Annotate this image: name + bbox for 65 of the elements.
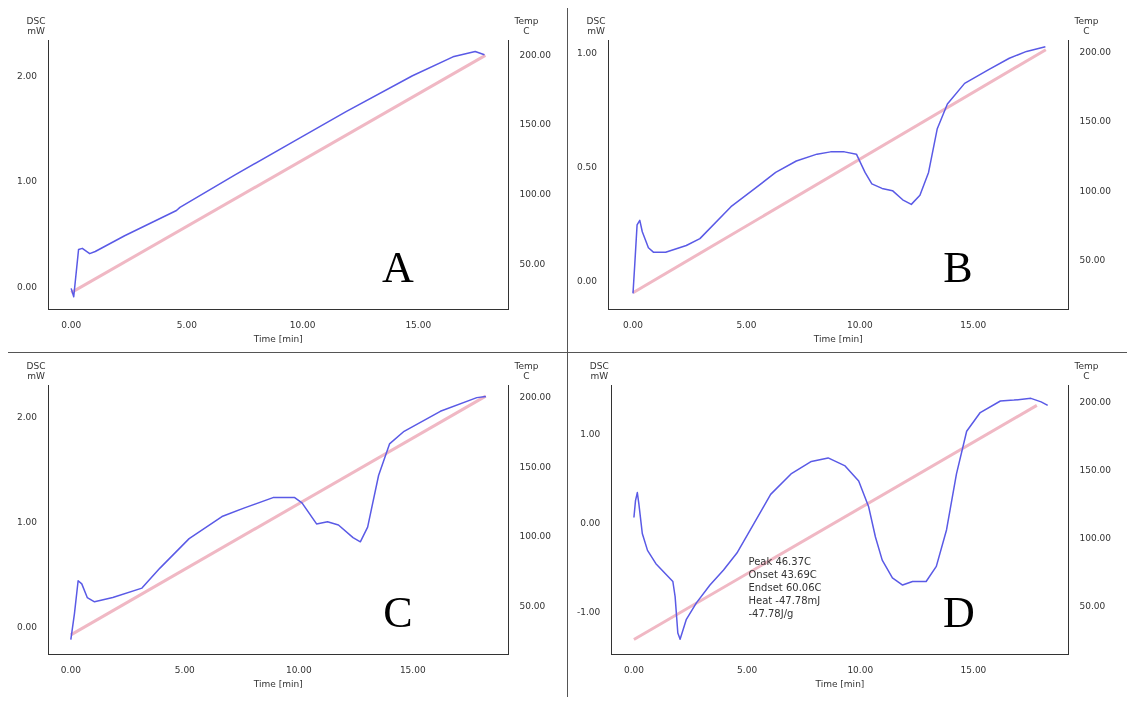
y2-tick-label: 150.00 <box>1079 116 1112 127</box>
y2-tick-label: 200.00 <box>1079 397 1112 408</box>
y-tick-label: 1.00 <box>16 176 38 187</box>
x-tick-label: 0.00 <box>622 320 644 331</box>
annotation: Onset 43.69C <box>748 569 817 581</box>
x-tick-label: 15.00 <box>960 665 987 676</box>
y-tick-label: 1.00 <box>576 48 598 59</box>
y-tick-label: 0.00 <box>576 276 598 287</box>
y2-tick-label: 150.00 <box>519 461 552 472</box>
x-tick-label: 5.00 <box>176 320 198 331</box>
text: D <box>942 588 975 638</box>
x-tick-label: 10.00 <box>285 665 312 676</box>
x-tick-label: 15.00 <box>960 320 987 331</box>
y-tick-label: 2.00 <box>16 71 38 82</box>
x-tick-label: 5.00 <box>174 665 196 676</box>
text: B <box>943 243 973 293</box>
y2-axis-title: Temp C <box>513 15 539 36</box>
y2-tick-label: 100.00 <box>1079 185 1112 196</box>
text: C <box>383 588 413 638</box>
x-tick-label: 10.00 <box>847 665 874 676</box>
x-axis-title: Time [min] <box>812 333 863 344</box>
x-tick-label: 0.00 <box>61 320 82 331</box>
annotation: -47.78J/g <box>748 608 794 620</box>
y2-tick-label: 100.00 <box>519 531 552 542</box>
x-tick-label: 15.00 <box>399 665 426 676</box>
y-tick-label: 0.00 <box>580 518 601 529</box>
y2-axis-title: Temp C <box>1073 360 1099 381</box>
y-tick-label: 1.00 <box>16 517 38 528</box>
x-tick-label: 0.00 <box>60 665 82 676</box>
y2-tick-label: 150.00 <box>519 119 552 130</box>
y-axis-title: DSC mW <box>589 360 609 381</box>
y2-tick-label: 200.00 <box>1079 46 1112 57</box>
y2-tick-label: 200.00 <box>519 49 552 60</box>
y-axis-title: DSC mW <box>26 15 46 36</box>
y-tick-label: 2.00 <box>16 411 38 422</box>
x-tick-label: 10.00 <box>289 320 316 331</box>
x-axis-title: Time [min] <box>252 333 303 344</box>
y-axis-title: DSC mW <box>26 360 46 381</box>
annotation: Peak 46.37C <box>748 556 812 568</box>
y2-tick-label: 50.00 <box>1079 255 1106 266</box>
y2-tick-label: 50.00 <box>1079 601 1106 612</box>
x-tick-label: 0.00 <box>623 665 645 676</box>
y-tick-label: 0.00 <box>16 622 38 633</box>
y-tick-label: 1.00 <box>580 429 601 440</box>
annotation: Endset 60.06C <box>748 582 822 594</box>
annotation: Heat -47.78mJ <box>748 595 821 607</box>
y-tick-label: 0.00 <box>16 281 38 292</box>
y-tick-label: 0.50 <box>576 162 598 173</box>
x-axis-title: Time [min] <box>252 678 303 689</box>
y2-tick-label: 150.00 <box>1079 465 1112 476</box>
y2-tick-label: 50.00 <box>519 601 546 612</box>
x-axis-title: Time [min] <box>814 678 865 689</box>
y-axis-title: DSC mW <box>586 15 606 36</box>
x-tick-label: 5.00 <box>737 665 758 676</box>
y2-axis-title: Temp C <box>513 360 539 381</box>
y-tick-label: -1.00 <box>576 606 601 617</box>
y2-tick-label: 100.00 <box>519 189 552 200</box>
y2-tick-label: 100.00 <box>1079 533 1112 544</box>
x-tick-label: 15.00 <box>405 320 432 331</box>
y2-tick-label: 50.00 <box>519 259 546 270</box>
y2-axis-title: Temp C <box>1073 15 1099 36</box>
x-tick-label: 10.00 <box>846 320 873 331</box>
x-tick-label: 5.00 <box>736 320 757 331</box>
text: A <box>382 243 415 293</box>
y2-tick-label: 200.00 <box>519 391 552 402</box>
